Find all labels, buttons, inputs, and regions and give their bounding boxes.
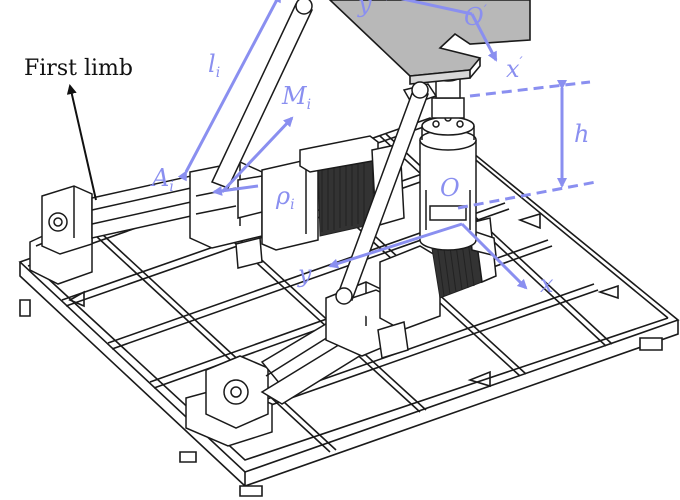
x-bottom-label: x: [540, 270, 554, 298]
o-label: O: [440, 174, 460, 202]
annotations: [177, 0, 597, 290]
l-subscript: i: [215, 65, 221, 81]
top-platform: [328, 0, 531, 85]
h-label: h: [574, 120, 590, 148]
rho-i-label: ρi: [276, 184, 295, 212]
l-i-vector: [177, 0, 281, 182]
x-top-symbol: x: [506, 55, 520, 83]
first-limb-label: First limb: [24, 56, 133, 81]
m-subscript: i: [306, 97, 312, 113]
rho-subscript: i: [290, 197, 295, 213]
o-prime-label: O′: [464, 4, 487, 29]
m-symbol: M: [282, 82, 307, 110]
l-i-label: li: [208, 52, 220, 80]
y-bottom-label: y: [298, 260, 312, 288]
a-subscript: i: [169, 179, 174, 195]
m-i-label: Mi: [282, 84, 311, 112]
rho-i-vector: [212, 184, 259, 196]
first-limb-pointer: [66, 84, 97, 201]
x-top-label: x′: [506, 56, 523, 81]
m-i-vector: [220, 116, 294, 194]
y-top-label: y: [358, 0, 372, 18]
l-symbol: l: [208, 50, 216, 78]
first-limb-actuator: [29, 135, 405, 285]
o-prime-mark: ′: [483, 3, 487, 19]
y-axis-top: [378, 0, 473, 16]
x-axis-top: [470, 13, 498, 62]
x-axis-bottom: [460, 222, 528, 290]
rho-symbol: ρ: [276, 182, 291, 210]
central-column: [402, 70, 477, 251]
o-prime-symbol: O: [464, 3, 484, 31]
a-i-label: Ai: [152, 166, 174, 194]
y-axis-bottom: [328, 222, 463, 269]
a-symbol: A: [152, 164, 170, 192]
x-top-mark: ′: [519, 55, 523, 71]
